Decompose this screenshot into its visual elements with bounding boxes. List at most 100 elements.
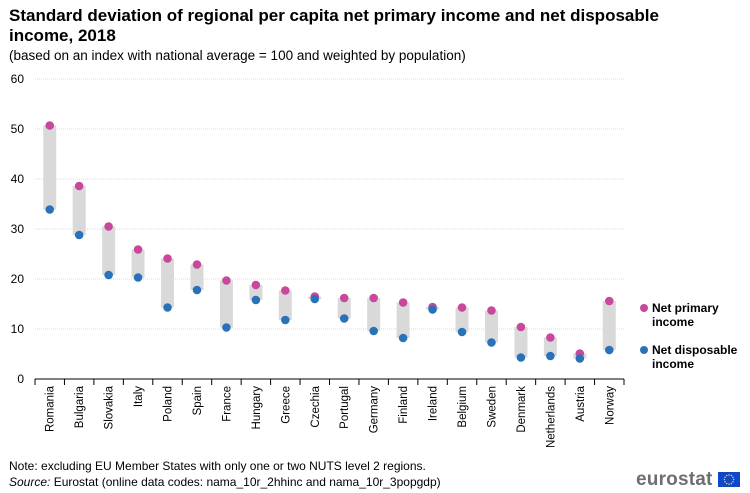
range-bar [514,327,528,358]
range-bar [455,307,469,332]
point-net-primary-income [398,298,408,307]
x-tick-label: Hungary [251,386,263,430]
range-bar [72,186,86,235]
y-tick-label: 50 [11,122,25,136]
range-bar [43,125,57,210]
eu-flag-icon [718,472,740,487]
point-net-primary-income [222,276,231,285]
point-net-primary-income [133,245,143,254]
x-tick-label: Ireland [428,386,440,421]
range-bar [367,298,381,331]
point-net-disposable-income [192,285,202,295]
chart-title: Standard deviation of regional per capit… [9,6,659,45]
legend-item-primary: Net primary income [640,301,750,329]
x-tick-label: Slovakia [104,385,116,429]
point-net-disposable-income [310,294,320,304]
point-net-primary-income [74,181,84,191]
x-tick-label: Spain [192,386,204,415]
range-bar [602,301,616,350]
x-tick-label: Czechia [310,385,322,427]
y-tick-label: 10 [11,322,25,336]
x-tick-label: Romania [45,385,57,432]
point-net-disposable-income [281,315,290,325]
chart-subtitle: (based on an index with national average… [9,48,466,63]
point-net-disposable-income [45,205,55,214]
point-net-disposable-income [104,270,113,280]
x-tick-label: Finland [398,386,410,424]
range-bar [102,226,116,275]
range-bar [484,310,498,343]
x-tick-label: Denmark [516,386,528,433]
gridlines [35,78,624,380]
point-net-disposable-income [487,338,496,347]
point-net-disposable-income [516,353,526,362]
x-tick-label: Sweden [486,386,498,428]
point-net-primary-income [604,296,614,306]
point-net-disposable-income [74,230,84,240]
point-net-primary-income [457,303,467,312]
legend-dot-disposable-icon [640,346,648,354]
y-axis-ticks: 0 10 20 30 40 50 60 [11,72,25,386]
range-bar [219,280,233,328]
point-net-disposable-income [339,314,349,323]
y-tick-label: 60 [11,72,25,86]
source-line: Source: Eurostat (online data codes: nam… [9,475,441,490]
range-bar [249,285,263,300]
source-text: Eurostat (online data codes: nama_10r_2h… [50,475,441,489]
x-tick-label: Netherlands [545,386,557,448]
point-net-primary-income [516,322,526,332]
x-tick-label: Italy [133,386,145,407]
point-net-disposable-income [251,295,261,305]
x-tick-label: Austria [575,385,587,421]
y-tick-label: 40 [11,172,25,186]
point-net-primary-income [104,222,113,231]
x-tick-label: Germany [369,386,381,434]
point-net-disposable-income [457,327,467,337]
range-bar [190,264,204,290]
range-bar [396,302,410,338]
x-axis-ticks: Romania Bulgaria Slovakia Italy Poland Spain F… [34,379,625,448]
source-label: Source: [9,475,51,489]
point-net-primary-income [369,293,378,303]
point-net-disposable-income [133,273,143,282]
point-net-primary-income [487,306,496,315]
point-net-disposable-income [546,351,555,361]
range-bar [278,290,292,320]
range-bar [337,298,351,319]
range-bar [161,258,175,308]
point-net-primary-income [339,293,349,303]
legend: Net primary income Net disposable income [640,301,750,385]
point-net-primary-income [251,280,261,290]
point-net-disposable-income [222,323,231,332]
point-net-primary-income [163,254,172,263]
point-net-disposable-income [604,345,614,355]
data-points [45,121,614,363]
point-net-disposable-income [428,305,437,314]
x-tick-label: Belgium [457,386,469,428]
point-net-primary-income [546,333,555,342]
x-tick-label: Poland [163,386,175,422]
legend-label-disposable: Net disposable income [652,343,738,371]
legend-item-disposable: Net disposable income [640,343,750,371]
y-tick-label: 20 [11,272,25,286]
point-net-primary-income [192,260,202,269]
legend-label-primary: Net primary income [652,301,719,329]
footnote: Note: excluding EU Member States with on… [9,459,426,473]
eurostat-logo: eurostat [636,469,713,490]
x-tick-label: Portugal [339,386,351,429]
range-bar [543,337,557,356]
legend-dot-primary-icon [640,304,648,312]
y-tick-label: 30 [11,222,25,236]
point-net-disposable-income [163,303,172,312]
point-net-disposable-income [575,354,585,363]
x-tick-label: France [221,386,233,422]
point-net-primary-income [45,121,55,130]
x-tick-label: Norway [604,386,616,425]
range-bar [131,249,145,278]
y-tick-label: 0 [17,372,24,386]
x-tick-label: Greece [280,386,292,424]
range-bars [43,125,616,359]
x-tick-label: Bulgaria [74,385,86,428]
point-net-disposable-income [369,326,378,336]
